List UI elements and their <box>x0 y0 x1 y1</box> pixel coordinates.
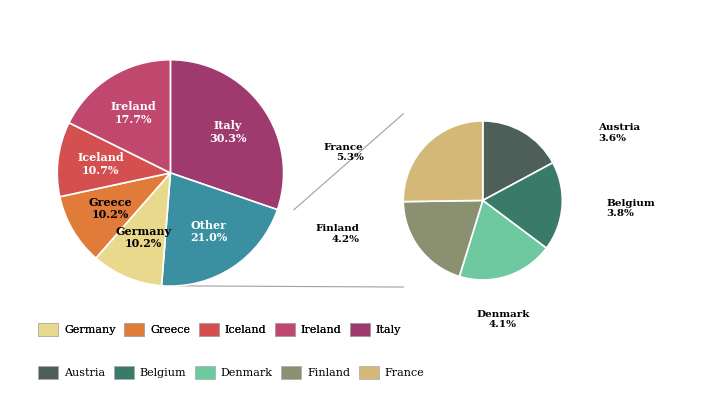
Wedge shape <box>170 60 283 210</box>
Wedge shape <box>483 163 562 248</box>
Wedge shape <box>96 173 170 286</box>
Text: Ireland
17.7%: Ireland 17.7% <box>111 101 156 125</box>
Legend: Germany, Greece, Iceland, Ireland, Italy: Germany, Greece, Iceland, Ireland, Italy <box>34 319 405 340</box>
Wedge shape <box>58 123 170 197</box>
Wedge shape <box>459 200 547 280</box>
Text: Denmark
4.1%: Denmark 4.1% <box>476 310 530 329</box>
Wedge shape <box>162 173 278 286</box>
Wedge shape <box>403 200 483 276</box>
Text: Belgium
3.8%: Belgium 3.8% <box>606 199 655 218</box>
Text: Germany
10.2%: Germany 10.2% <box>115 226 171 250</box>
Wedge shape <box>69 60 170 173</box>
Text: Austria
3.6%: Austria 3.6% <box>598 123 640 143</box>
Text: France
5.3%: France 5.3% <box>324 143 364 162</box>
Text: Iceland
10.7%: Iceland 10.7% <box>77 152 124 176</box>
Text: Italy
30.3%: Italy 30.3% <box>209 120 246 144</box>
Legend: Austria, Belgium, Denmark, Finland, France: Austria, Belgium, Denmark, Finland, Fran… <box>34 362 429 384</box>
Wedge shape <box>60 173 170 258</box>
Text: Other
21.0%: Other 21.0% <box>190 220 227 244</box>
Text: Greece
10.2%: Greece 10.2% <box>88 196 132 220</box>
Wedge shape <box>403 121 483 202</box>
Wedge shape <box>483 121 553 200</box>
Text: Finland
4.2%: Finland 4.2% <box>316 224 359 244</box>
